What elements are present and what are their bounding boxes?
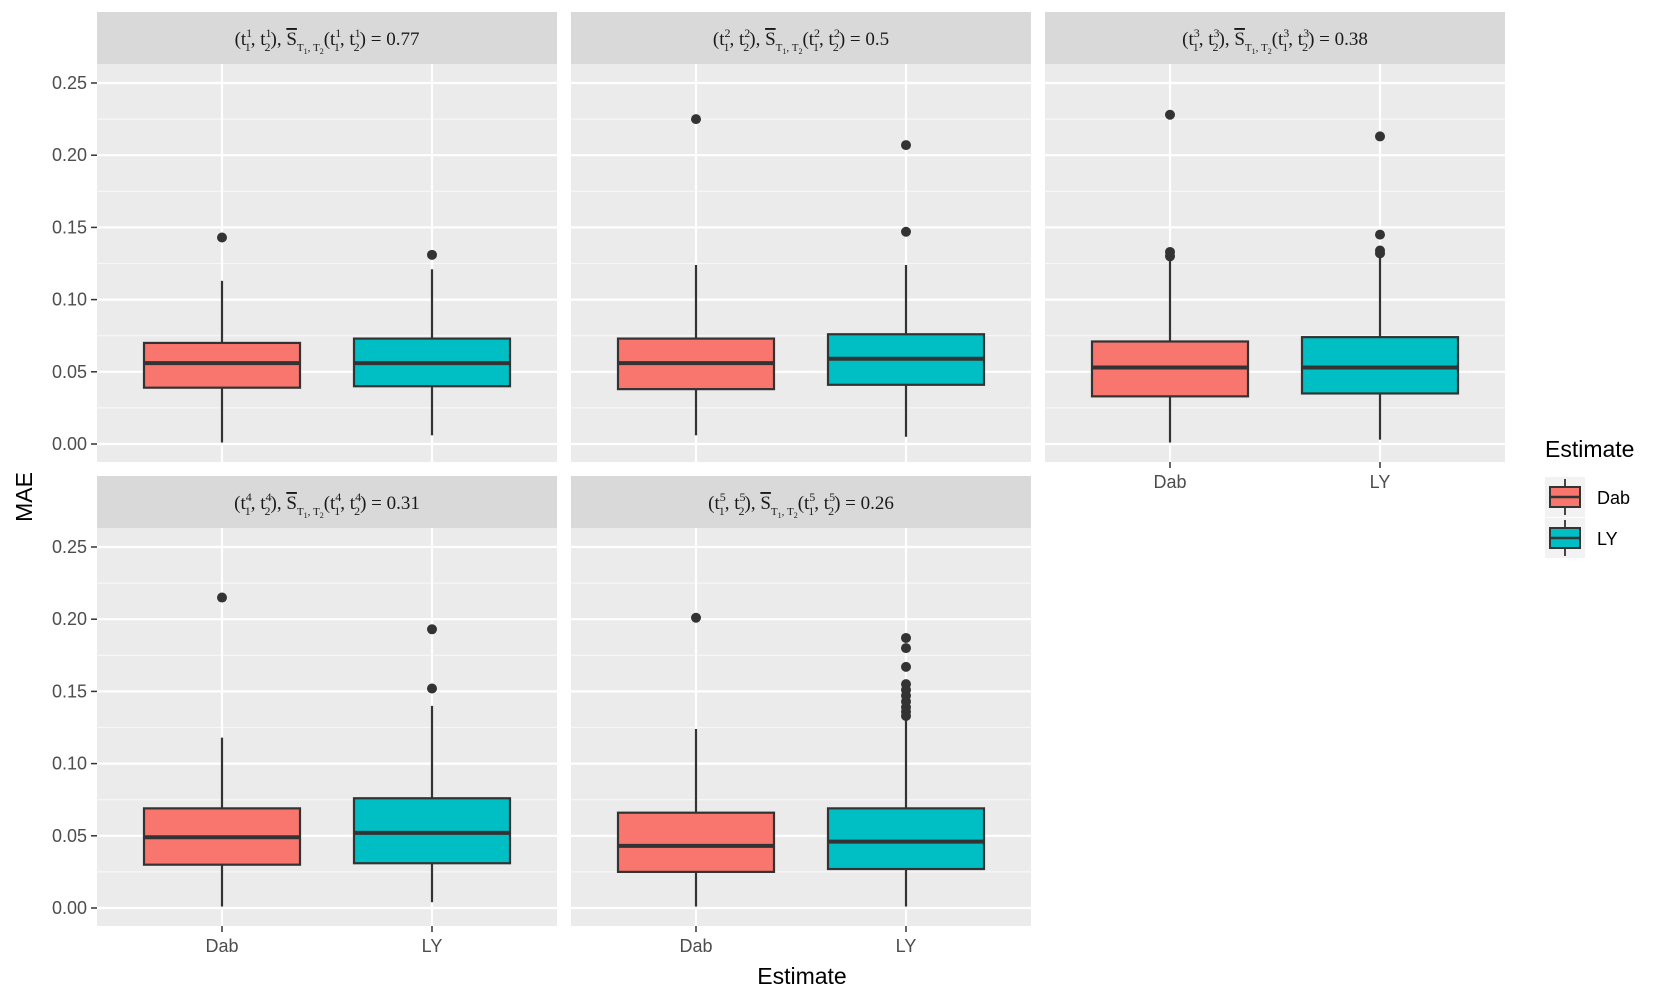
y-tick-label: 0.00 (52, 898, 87, 918)
outlier-point (1165, 109, 1175, 120)
facet-strip (571, 476, 1031, 528)
facet-strip (97, 12, 557, 64)
y-tick-label: 0.15 (52, 681, 87, 701)
legend: Estimate Dab LY (1545, 436, 1634, 558)
x-tick-label: LY (422, 936, 443, 956)
facet-panel-3: (t3 1, t3 2), ST1, T2(t3 1, t3 2) = 0.38 Dab L… (1045, 12, 1505, 492)
x-tick-label: LY (896, 936, 917, 956)
outlier-point (901, 643, 911, 654)
box-dab (142, 232, 302, 443)
outlier-point (1375, 229, 1385, 240)
box-ly (826, 140, 986, 437)
outlier-point (1165, 246, 1175, 257)
outlier-point (901, 632, 911, 643)
box-dab (616, 114, 776, 436)
outlier-point (901, 140, 911, 151)
outlier-point (217, 592, 227, 603)
x-tick-label: Dab (205, 936, 238, 956)
box-dab (616, 612, 776, 907)
box-dab (1090, 109, 1250, 443)
y-axis-title: MAE (11, 472, 37, 522)
x-tick-label: LY (1370, 472, 1391, 492)
outlier-point (901, 661, 911, 672)
y-tick-label: 0.20 (52, 145, 87, 165)
outlier-point (217, 232, 227, 243)
x-axis-title: Estimate (757, 963, 846, 989)
y-tick-label: 0.00 (52, 434, 87, 454)
outlier-point (427, 683, 437, 694)
y-tick-label: 0.05 (52, 362, 87, 382)
facet-strip-label: (t1 1, t1 2), ST1, T2(t1 1, t1 2) = 0.77 (235, 26, 420, 56)
box-dab (142, 592, 302, 907)
x-tick-label: Dab (1153, 472, 1186, 492)
box-body (826, 807, 986, 871)
legend-label-ly: LY (1597, 529, 1618, 549)
box-ly (826, 632, 986, 907)
facet-strip-label: (t5 1, t5 2), ST1, T2(t5 1, t5 2) = 0.26 (708, 490, 894, 520)
y-tick-label: 0.10 (52, 290, 87, 310)
facet-strip-label: (t2 1, t2 2), ST1, T2(t2 1, t2 2) = 0.5 (713, 26, 889, 56)
y-tick-label: 0.25 (52, 73, 87, 93)
facet-strip (571, 12, 1031, 64)
x-tick-label: Dab (679, 936, 712, 956)
y-tick-label: 0.05 (52, 826, 87, 846)
facet-strip (1045, 12, 1505, 64)
facet-panel-5: (t5 1, t5 2), ST1, T2(t5 1, t5 2) = 0.26 Dab L… (571, 476, 1031, 956)
outlier-point (1375, 131, 1385, 142)
facet-panel-4: (t4 1, t4 2), ST1, T2(t4 1, t4 2) = 0.31 0.00… (52, 476, 557, 956)
y-tick-label: 0.25 (52, 537, 87, 557)
y-tick-label: 0.20 (52, 609, 87, 629)
outlier-point (691, 612, 701, 623)
legend-label-dab: Dab (1597, 488, 1630, 508)
outlier-point (1375, 245, 1385, 256)
facet-panel-2: (t2 1, t2 2), ST1, T2(t2 1, t2 2) = 0.5 (571, 12, 1031, 462)
outlier-point (691, 114, 701, 125)
facet-panel-1: (t1 1, t1 2), ST1, T2(t1 1, t1 2) = 0.77 0.00… (52, 12, 557, 462)
box-body (352, 797, 512, 865)
outlier-point (901, 679, 911, 690)
box-body (142, 341, 302, 389)
box-ly (352, 249, 512, 436)
box-body (616, 811, 776, 873)
y-tick-label: 0.15 (52, 217, 87, 237)
box-body (1300, 336, 1460, 395)
outlier-point (427, 624, 437, 635)
facet-strip (97, 476, 557, 528)
y-tick-label: 0.10 (52, 754, 87, 774)
facet-strip-label: (t3 1, t3 2), ST1, T2(t3 1, t3 2) = 0.38 (1182, 26, 1368, 56)
outlier-point (427, 249, 437, 260)
box-ly (1300, 131, 1460, 440)
outlier-point (901, 226, 911, 237)
facet-strip-label: (t4 1, t4 2), ST1, T2(t4 1, t4 2) = 0.31 (234, 490, 420, 520)
box-ly (352, 624, 512, 903)
legend-title: Estimate (1545, 436, 1634, 462)
